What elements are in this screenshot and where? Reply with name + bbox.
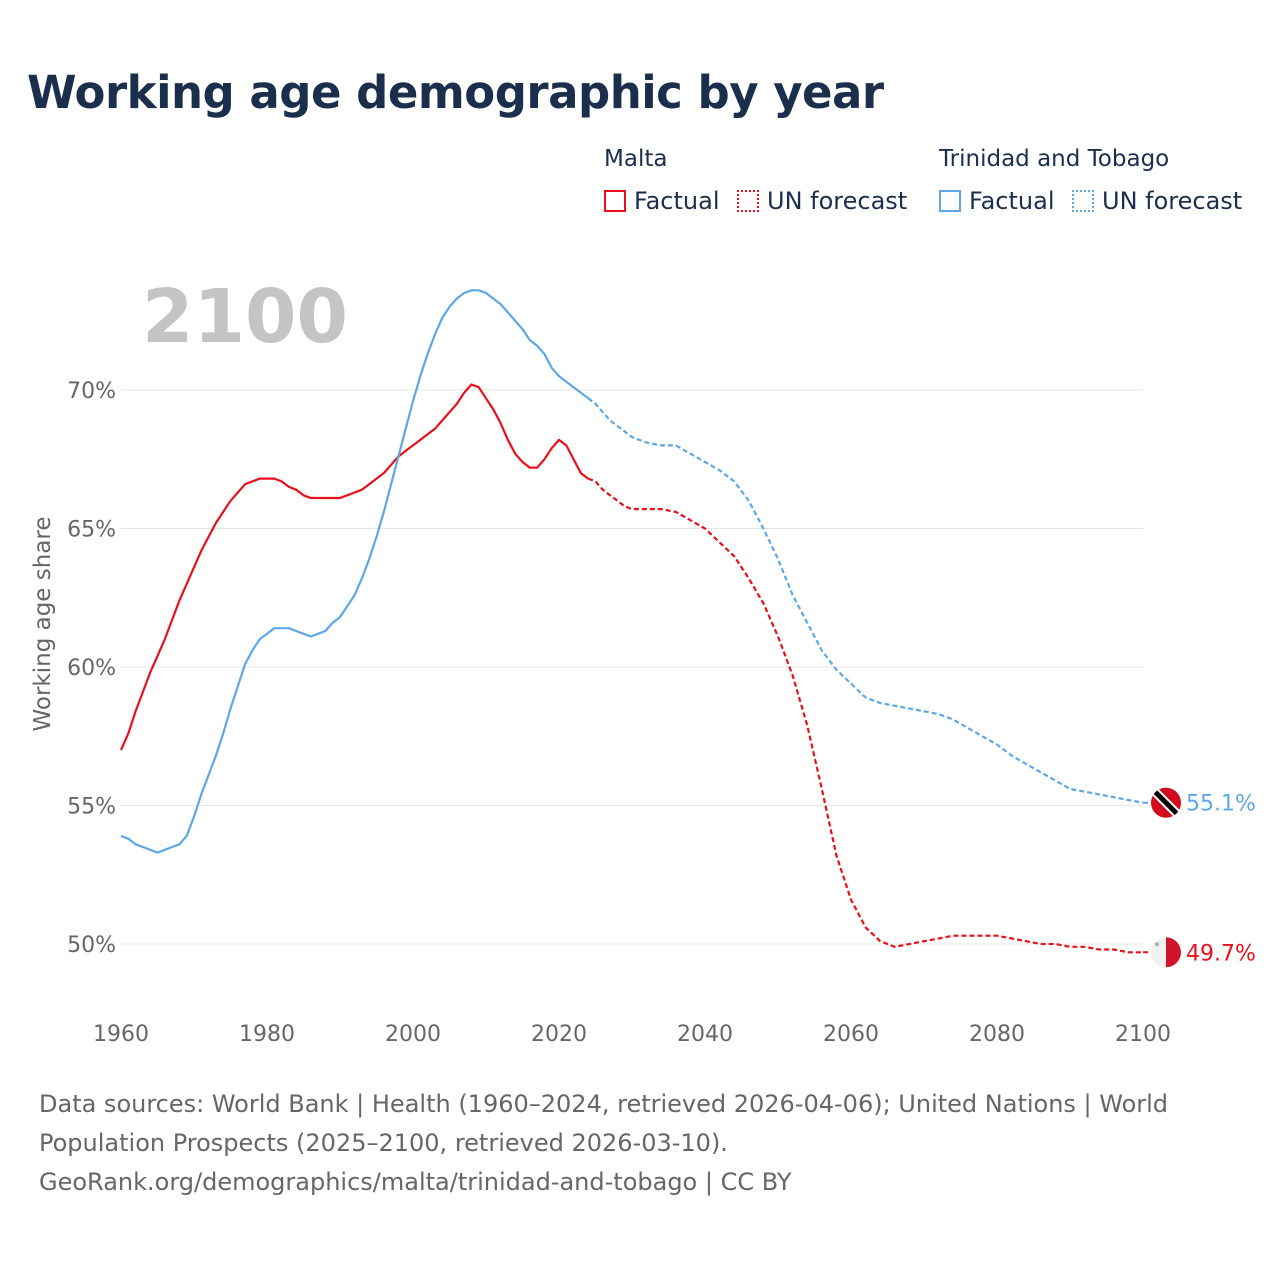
series-line-forecast[interactable] [587, 477, 1143, 954]
legend-malta-forecast[interactable]: UN forecast [737, 186, 907, 216]
legend-swatch-dotted [1072, 190, 1094, 212]
flag-black-band [1151, 787, 1181, 818]
legend-title-malta: Malta [604, 146, 668, 172]
legend-trinidad-factual[interactable]: Factual [939, 186, 1055, 216]
flag-red-half [1166, 937, 1181, 968]
x-tick-label: 2000 [385, 1022, 441, 1047]
flag-icon-trinidad [1151, 787, 1181, 818]
legend-label: Factual [969, 187, 1055, 215]
y-tick-label: 55% [67, 795, 116, 820]
y-axis-label: Working age share [30, 516, 56, 731]
legend-swatch-solid [604, 190, 626, 212]
source-line[interactable]: GeoRank.org/demographics/malta/trinidad-… [39, 1168, 792, 1196]
x-tick-label: 1980 [239, 1022, 295, 1047]
current-year-label: 2100 [142, 274, 348, 360]
legend-title-trinidad: Trinidad and Tobago [939, 146, 1170, 172]
legend-label: UN forecast [1102, 187, 1243, 215]
george-cross-icon [1155, 942, 1159, 947]
flag-white-half [1151, 937, 1166, 968]
x-tick-label: 2060 [823, 1022, 879, 1047]
data-source-note: Data sources: World Bank | Health (1960–… [39, 1085, 1189, 1202]
end-value-label: 49.7% [1186, 941, 1256, 966]
x-tick-label: 2040 [677, 1022, 733, 1047]
x-tick-label: 2100 [1115, 1022, 1171, 1047]
end-value-label: 55.1% [1186, 792, 1256, 817]
x-tick-label: 2080 [969, 1022, 1025, 1047]
legend-label: UN forecast [767, 187, 908, 215]
chart-title: Working age demographic by year [27, 66, 884, 119]
line-chart: 2100 Working age share 50% 55% 60% 65% 70% 1… [30, 274, 1256, 1047]
legend-label: Factual [634, 187, 720, 215]
legend-swatch-solid [939, 190, 961, 212]
source-line: Data sources: World Bank | Health (1960–… [39, 1090, 1169, 1118]
series-line-factual[interactable] [120, 289, 589, 854]
series-line-factual[interactable] [119, 383, 589, 751]
legend-trinidad-forecast[interactable]: UN forecast [1072, 186, 1242, 216]
source-line: Population Prospects (2025–2100, retriev… [39, 1129, 728, 1157]
y-tick-label: 65% [67, 518, 116, 543]
x-tick-label: 1960 [93, 1022, 149, 1047]
legend-swatch-dotted [737, 190, 759, 212]
y-tick-label: 60% [67, 656, 116, 681]
y-tick-label: 50% [67, 933, 116, 958]
flag-icon-malta [1151, 937, 1181, 968]
y-tick-label: 70% [67, 379, 116, 404]
x-tick-label: 2020 [531, 1022, 587, 1047]
series-line-forecast[interactable] [587, 397, 1144, 804]
legend-malta-factual[interactable]: Factual [604, 186, 720, 216]
